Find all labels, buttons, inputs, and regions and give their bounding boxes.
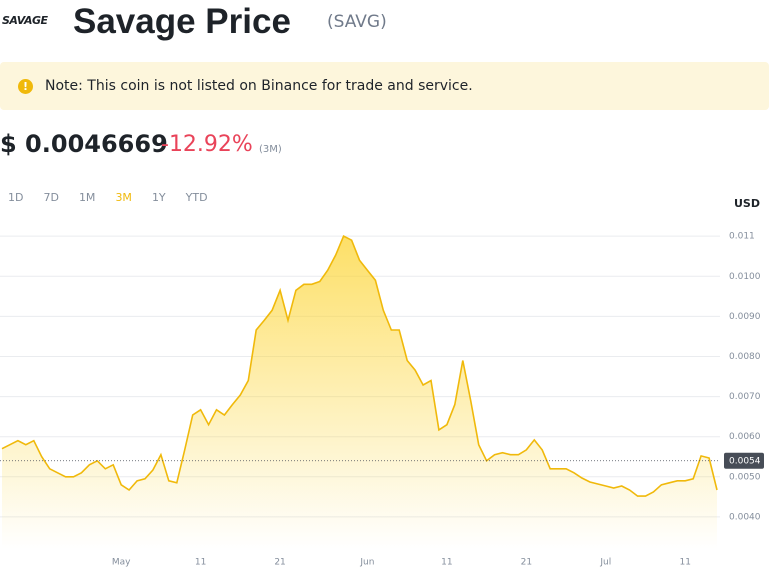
y-tick-label: 0.011	[729, 232, 755, 242]
reference-badge	[724, 452, 764, 469]
y-tick-label: 0.0090	[729, 312, 761, 322]
change-period: (3M)	[259, 144, 282, 155]
page-title: Savage Price	[73, 2, 291, 41]
chart: 0.0040 0.0050 0.0060 0.0070 0.0080 0.0090 0.01…	[0, 232, 764, 568]
y-tick-label: 0.0080	[729, 352, 761, 362]
symbol: (SAVG)	[327, 12, 387, 32]
range-tab[interactable]: 1Y	[151, 191, 166, 204]
range-tab[interactable]: 1D	[8, 191, 24, 204]
note-text: Note: This coin is not listed on Binance…	[45, 78, 473, 94]
x-tick-label: 11	[679, 558, 690, 568]
x-tick-label: 21	[274, 558, 285, 568]
range-tabs: 1D 7D 1M 3M 1Y YTD	[8, 191, 228, 204]
warning-icon: !	[18, 79, 33, 94]
logo: SAVAGE	[2, 14, 48, 27]
y-tick-label: 0.0070	[729, 392, 761, 402]
y-tick-label: 0.0040	[729, 512, 761, 522]
y-tick-label: 0.0100	[729, 272, 761, 282]
x-tick-label: 21	[521, 558, 532, 568]
x-tick-label: 11	[441, 558, 452, 568]
price: $ 0.0046669	[0, 130, 168, 158]
range-tab[interactable]: 3M	[115, 191, 132, 204]
range-tab[interactable]: 7D	[43, 191, 59, 204]
price-change: -12.92%	[161, 132, 253, 157]
x-tick-label: May	[112, 558, 131, 568]
x-tick-label: 11	[195, 558, 206, 568]
range-tab[interactable]: YTD	[185, 191, 208, 204]
range-tab[interactable]: 1M	[78, 191, 96, 204]
area-fill	[2, 236, 717, 549]
x-tick-label: Jul	[599, 558, 611, 568]
note-banner	[0, 62, 769, 110]
currency: USD	[734, 197, 760, 210]
y-tick-label: 0.0060	[729, 432, 761, 442]
y-tick-label: 0.0050	[729, 472, 761, 482]
price-line	[1, 234, 718, 497]
x-tick-label: Jun	[359, 558, 374, 568]
reference-label: 0.0054	[729, 456, 761, 466]
